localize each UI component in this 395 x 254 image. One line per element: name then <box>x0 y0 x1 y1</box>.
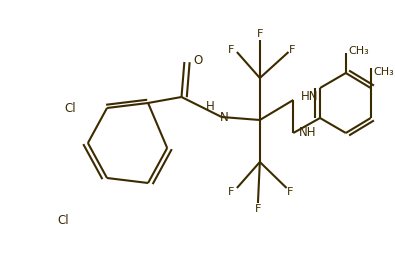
Text: CH₃: CH₃ <box>374 67 394 77</box>
Text: F: F <box>257 29 263 39</box>
Text: HN: HN <box>301 90 318 103</box>
Text: N: N <box>220 110 228 123</box>
Text: F: F <box>289 45 295 55</box>
Text: H: H <box>206 101 214 114</box>
Text: F: F <box>255 204 261 214</box>
Text: NH: NH <box>299 126 316 139</box>
Text: F: F <box>287 187 293 197</box>
Text: F: F <box>228 187 234 197</box>
Text: O: O <box>193 54 202 67</box>
Text: Cl: Cl <box>65 102 76 115</box>
Text: CH₃: CH₃ <box>349 46 369 56</box>
Text: F: F <box>228 45 234 55</box>
Text: Cl: Cl <box>57 214 69 227</box>
